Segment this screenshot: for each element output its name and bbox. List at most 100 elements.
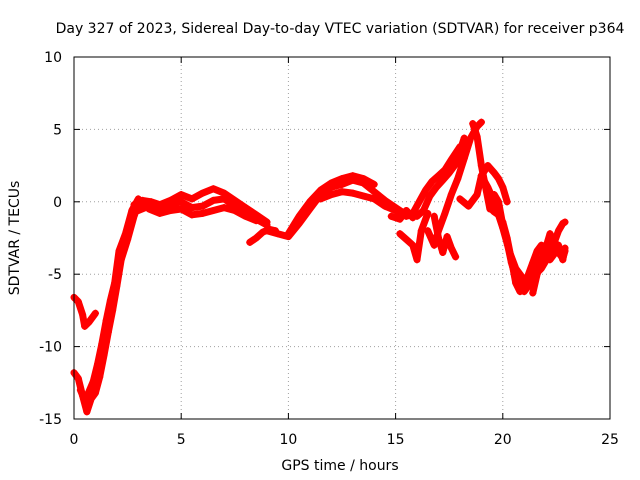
data-point-marker — [177, 191, 185, 199]
x-tick-label: 0 — [70, 432, 79, 448]
data-point-marker — [507, 256, 515, 264]
series-band — [396, 209, 432, 264]
data-point-marker — [338, 188, 346, 196]
series-band — [409, 143, 464, 217]
data-point-marker — [370, 188, 378, 196]
data-point-marker — [317, 195, 325, 203]
data-point-marker — [79, 311, 87, 319]
data-point-marker — [533, 270, 541, 278]
data-point-marker — [81, 396, 89, 404]
data-point-marker — [469, 120, 477, 128]
data-point-marker — [242, 212, 250, 220]
data-point-marker — [559, 254, 567, 262]
series-track-p — [430, 212, 460, 261]
plot-frame — [73, 56, 611, 420]
data-point-marker — [473, 191, 481, 199]
data-point-marker — [139, 196, 147, 204]
data-point-marker — [327, 179, 335, 187]
series-group — [70, 118, 569, 416]
data-point-marker — [413, 256, 421, 264]
data-point-marker — [246, 238, 254, 246]
data-point-marker — [115, 247, 123, 255]
data-point-marker — [317, 186, 325, 194]
data-point-marker — [274, 230, 282, 238]
y-tick-label: 0 — [53, 195, 62, 211]
data-point-marker — [439, 176, 447, 184]
series-track-s — [477, 172, 560, 284]
data-point-marker — [529, 289, 537, 297]
data-point-marker — [381, 202, 389, 210]
data-point-marker — [546, 256, 554, 264]
data-point-marker — [134, 206, 142, 214]
data-point-marker — [263, 227, 271, 235]
data-point-marker — [327, 191, 335, 199]
data-point-marker — [484, 183, 492, 191]
data-point-marker — [546, 230, 554, 238]
data-point-marker — [209, 196, 217, 204]
series-band — [486, 204, 524, 296]
x-tick-labels: 0 5 10 15 20 25 — [70, 432, 619, 448]
data-point-marker — [209, 185, 217, 193]
series-track-i — [284, 172, 378, 238]
data-point-marker — [434, 234, 442, 242]
data-point-marker — [441, 209, 449, 217]
data-point-marker — [428, 178, 436, 186]
data-point-marker — [74, 374, 82, 382]
data-point-marker — [464, 202, 472, 210]
series-track-f — [145, 204, 260, 225]
y-tick-label: 5 — [53, 122, 62, 138]
data-point-marker — [419, 206, 427, 214]
series-track-w — [542, 235, 569, 262]
x-tick-label: 25 — [601, 432, 619, 448]
data-point-marker — [81, 322, 89, 330]
data-point-marker — [413, 212, 421, 220]
series-track-c — [76, 195, 149, 404]
data-point-marker — [387, 212, 395, 220]
data-point-marker — [156, 209, 164, 217]
data-point-marker — [338, 175, 346, 183]
data-point-marker — [284, 230, 292, 238]
data-point-marker — [89, 377, 97, 385]
data-point-marker — [402, 235, 410, 243]
data-point-marker — [503, 234, 511, 242]
data-point-marker — [503, 198, 511, 206]
data-point-marker — [199, 189, 207, 197]
data-point-marker — [495, 211, 503, 219]
data-point-marker — [499, 183, 507, 191]
data-point-marker — [396, 230, 404, 238]
y-tick-labels: -15 -10 -5 0 5 10 — [39, 50, 62, 428]
data-point-marker — [460, 154, 468, 162]
data-point-marker — [424, 227, 432, 235]
data-point-marker — [252, 234, 260, 242]
data-point-marker — [370, 180, 378, 188]
x-axis-label: GPS time / hours — [281, 458, 398, 474]
data-point-marker — [447, 191, 455, 199]
data-point-marker — [550, 235, 558, 243]
x-tick-label: 15 — [387, 432, 405, 448]
series-band — [70, 198, 147, 416]
data-point-marker — [426, 192, 434, 200]
data-point-marker — [199, 202, 207, 210]
data-point-marker — [85, 387, 93, 395]
data-point-marker — [452, 160, 460, 168]
data-point-marker — [561, 218, 569, 226]
data-point-marker — [490, 169, 498, 177]
data-point-marker — [445, 169, 453, 177]
data-point-marker — [473, 133, 481, 141]
data-point-marker — [130, 201, 138, 209]
data-point-marker — [452, 253, 460, 261]
series-track-l — [396, 209, 432, 264]
data-point-marker — [484, 162, 492, 170]
data-point-marker — [85, 318, 93, 326]
x-tick-label: 5 — [177, 432, 186, 448]
data-point-marker — [392, 206, 400, 214]
grid-lines — [73, 56, 611, 420]
data-point-marker — [561, 247, 569, 255]
data-point-marker — [460, 134, 468, 142]
data-point-marker — [359, 192, 367, 200]
data-point-marker — [188, 204, 196, 212]
data-point-marker — [145, 205, 153, 213]
data-point-marker — [188, 211, 196, 219]
data-point-marker — [529, 259, 537, 267]
y-tick-label: -15 — [39, 412, 62, 428]
